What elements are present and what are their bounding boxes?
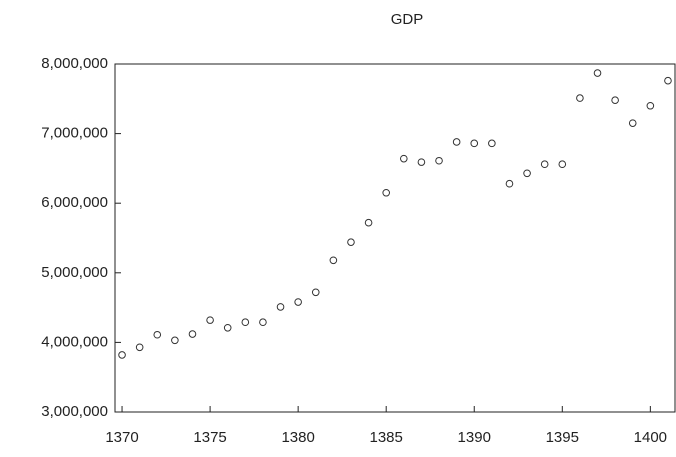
- x-tick-label: 1400: [634, 429, 667, 446]
- point: [417, 158, 426, 166]
- x-tick-label: 1375: [193, 429, 226, 446]
- chart-title: GDP: [391, 11, 424, 28]
- point: [611, 96, 619, 104]
- point: [294, 298, 302, 306]
- y-tick-label: 4,000,000: [41, 333, 108, 350]
- point: [593, 69, 602, 77]
- point: [540, 160, 549, 169]
- x-tick-label: 1380: [281, 429, 314, 446]
- point: [558, 160, 567, 169]
- point: [329, 256, 338, 265]
- y-tick-label: 7,000,000: [41, 125, 108, 142]
- y-tick-label: 5,000,000: [41, 264, 108, 281]
- point: [576, 94, 584, 102]
- point: [646, 101, 655, 110]
- point: [488, 139, 496, 148]
- point: [470, 139, 479, 148]
- point: [118, 351, 126, 359]
- point: [153, 330, 162, 339]
- point: [628, 119, 637, 127]
- point: [400, 154, 408, 163]
- point: [171, 336, 179, 345]
- point: [364, 218, 373, 227]
- point: [311, 288, 320, 297]
- point: [452, 138, 461, 146]
- point: [523, 169, 531, 178]
- point: [382, 188, 390, 197]
- y-tick-label: 6,000,000: [41, 194, 108, 211]
- point: [135, 343, 144, 352]
- x-tick-label: 1390: [458, 429, 491, 446]
- point: [259, 318, 267, 327]
- point: [505, 179, 514, 188]
- point: [347, 238, 355, 246]
- point: [435, 156, 443, 165]
- point: [241, 318, 250, 327]
- plot-frame: [114, 63, 676, 413]
- point: [206, 316, 214, 324]
- y-tick-label: 8,000,000: [41, 55, 108, 72]
- x-tick-label: 1370: [105, 429, 138, 446]
- point: [188, 330, 197, 338]
- point: [276, 303, 285, 311]
- x-tick-label: 1385: [370, 429, 403, 446]
- y-tick-label: 3,000,000: [41, 403, 108, 420]
- x-tick-label: 1395: [546, 429, 579, 446]
- point: [223, 323, 232, 332]
- point: [664, 76, 672, 85]
